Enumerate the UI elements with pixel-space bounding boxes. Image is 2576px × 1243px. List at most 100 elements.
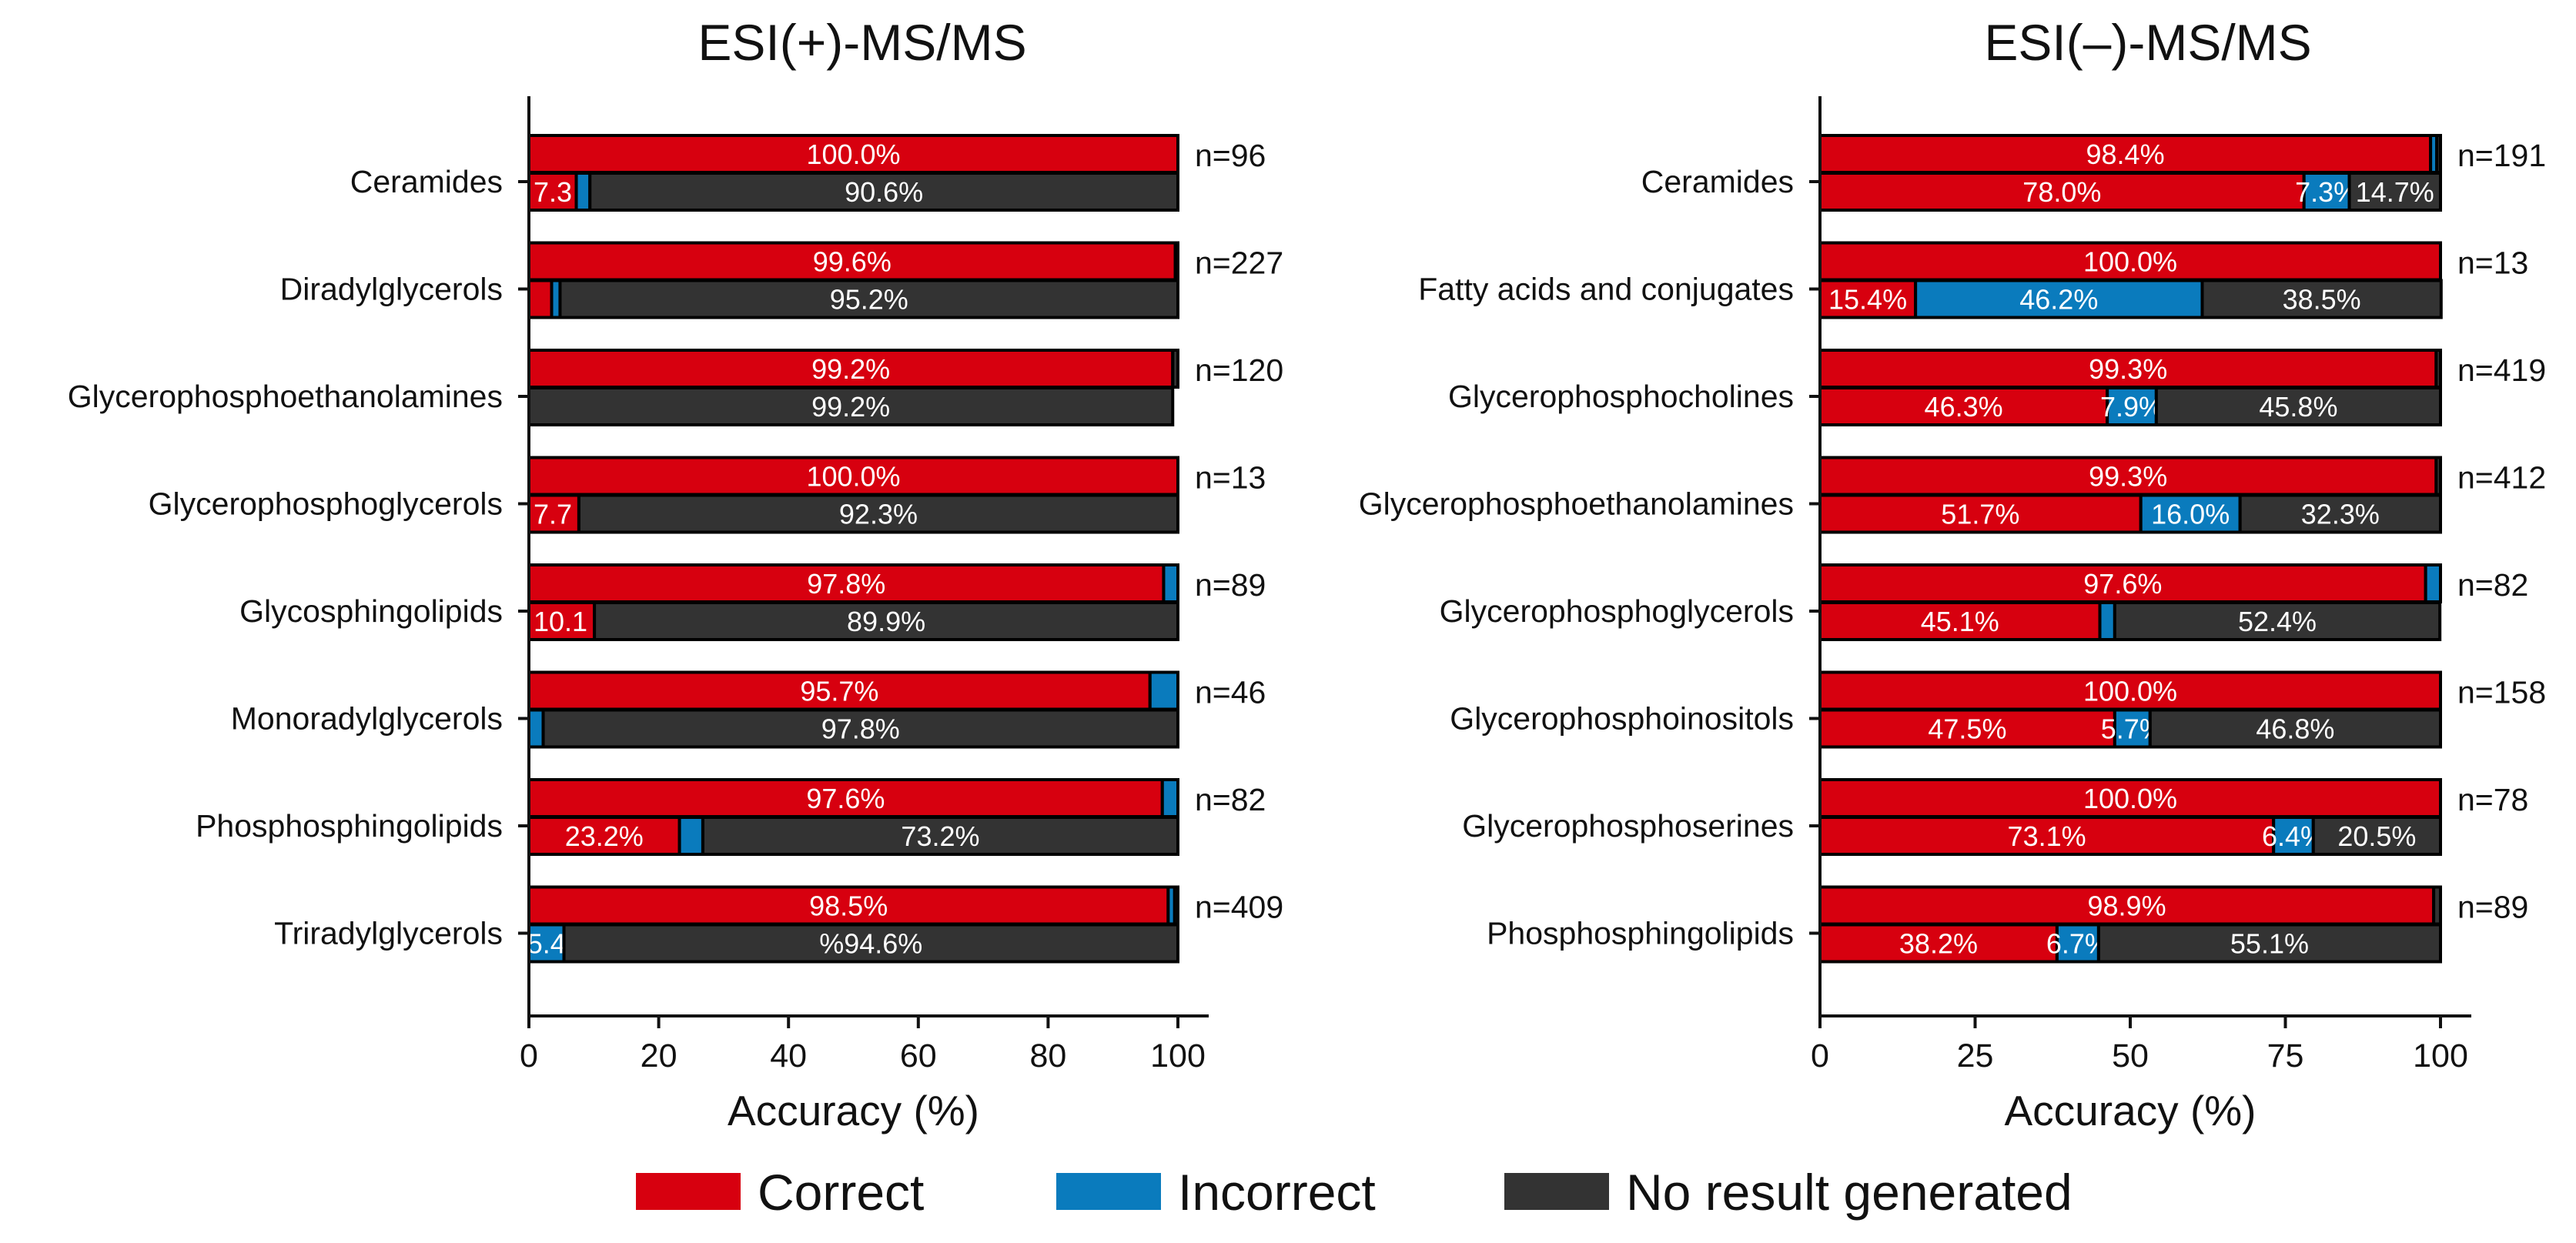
bar-segment-incorrect bbox=[2272, 816, 2315, 856]
category-label: Ceramides bbox=[1641, 164, 1794, 199]
data-label: 97.6% bbox=[806, 783, 885, 814]
data-label: 97.8% bbox=[821, 713, 900, 745]
data-label: 46.2% bbox=[2019, 284, 2098, 316]
bar-segment-correct bbox=[527, 670, 1152, 711]
panel-title: ESI(–)-MS/MS bbox=[1984, 14, 2311, 71]
bar-segment-incorrect bbox=[1148, 670, 1179, 711]
bar-group: 99.6% 95.2% bbox=[527, 241, 1180, 319]
sample-size-label: n=13 bbox=[2457, 246, 2528, 281]
data-label: 45.8% bbox=[2259, 391, 2337, 423]
x-tick-label: 0 bbox=[1811, 1038, 1829, 1074]
x-tick-label: 40 bbox=[770, 1038, 807, 1074]
bar-segment-correct bbox=[1818, 885, 2436, 926]
data-label: 46.3% bbox=[1925, 391, 2003, 423]
category-label: Ceramides bbox=[350, 164, 503, 199]
data-label: 92.3% bbox=[839, 499, 918, 530]
bar-group: 97.8%10.1%89.9% bbox=[527, 563, 1179, 641]
panel-title: ESI(+)-MS/MS bbox=[698, 14, 1026, 71]
bar-segment-none bbox=[2347, 172, 2443, 212]
sample-size-label: n=412 bbox=[2457, 460, 2546, 496]
bar-segment-correct bbox=[527, 279, 554, 319]
sample-size-label: n=191 bbox=[2457, 138, 2546, 173]
legend-swatch-none bbox=[1504, 1173, 1609, 1210]
bar-segment-correct bbox=[1818, 241, 2442, 282]
chart-panel-2: ESI(–)-MS/MS 98.4% 78.0% 7.3%14.7% Ceramides… bbox=[1359, 14, 2546, 1134]
category-label: Diradylglycerols bbox=[280, 272, 503, 307]
data-label: 20.5% bbox=[2337, 820, 2416, 852]
data-label: 100.0% bbox=[2083, 783, 2177, 814]
category-label: Glycerophosphoethanolamines bbox=[68, 379, 503, 414]
bar-segment-none bbox=[2200, 279, 2443, 319]
bar-group: 97.6% 45.1% 52.4% bbox=[1818, 563, 2443, 641]
bar-segment-incorrect bbox=[1162, 563, 1179, 603]
sample-size-label: n=82 bbox=[2457, 567, 2528, 603]
data-label: 73.2% bbox=[901, 820, 979, 852]
bar-segment-none bbox=[2148, 708, 2442, 749]
data-label: 7.7 bbox=[534, 499, 572, 530]
bar-segment-correct bbox=[527, 172, 578, 212]
data-label: 99.3% bbox=[2089, 461, 2167, 493]
bar-segment-incorrect bbox=[2139, 493, 2242, 534]
x-tick-label: 100 bbox=[2413, 1038, 2468, 1074]
data-label: 100.0% bbox=[806, 461, 900, 493]
data-label: 14.7% bbox=[2356, 176, 2434, 208]
sample-size-label: n=89 bbox=[2457, 890, 2528, 925]
bar-segment-none bbox=[1171, 349, 1179, 389]
bar-segment-incorrect bbox=[2055, 923, 2100, 964]
data-label: 7.9% bbox=[2100, 391, 2163, 423]
bar-segment-correct bbox=[527, 601, 597, 641]
x-tick-label: 80 bbox=[1029, 1038, 1066, 1074]
data-label: 32.3% bbox=[2301, 499, 2380, 530]
legend-label-none: No result generated bbox=[1626, 1164, 2073, 1221]
bar-segment-correct bbox=[1818, 923, 2059, 964]
category-label: Fatty acids and conjugates bbox=[1418, 272, 1794, 307]
category-label: Glycerophosphoserines bbox=[1462, 808, 1794, 844]
x-tick-label: 50 bbox=[2112, 1038, 2149, 1074]
legend-label-incorrect: Incorrect bbox=[1178, 1164, 1376, 1221]
data-label: 23.2% bbox=[565, 820, 644, 852]
data-label: 5.4 bbox=[527, 928, 566, 960]
bar-segment-none bbox=[527, 386, 1175, 426]
sample-size-label: n=82 bbox=[1195, 782, 1266, 817]
x-tick-label: 100 bbox=[1150, 1038, 1206, 1074]
bar-group: 100.0%47.5% 5.7% 46.8% bbox=[1818, 670, 2442, 749]
bar-group: 98.9%38.2% 6.7% 55.1% bbox=[1818, 885, 2443, 964]
bar-segment-none bbox=[588, 172, 1179, 212]
bar-group: 100.0%7.7%92.3% bbox=[527, 456, 1179, 534]
data-label: 46.8% bbox=[2256, 713, 2334, 745]
data-label: 99.6% bbox=[813, 246, 892, 278]
category-label: Glycerophosphocholines bbox=[1448, 379, 1794, 414]
bar-group: 99.3% 46.3% 7.9% 45.8% bbox=[1818, 349, 2443, 426]
x-axis-title: Accuracy (%) bbox=[2005, 1087, 2257, 1134]
data-label: 95.2% bbox=[830, 284, 908, 316]
data-label: 95.7% bbox=[800, 676, 878, 707]
sample-size-label: n=227 bbox=[1195, 246, 1283, 281]
bar-group: 100.0%73.1% 6.4% 20.5% bbox=[1818, 778, 2443, 856]
x-tick-label: 20 bbox=[641, 1038, 677, 1074]
legend-swatch-correct bbox=[636, 1173, 741, 1210]
bar-segment-none bbox=[2435, 134, 2443, 174]
data-label: 78.0% bbox=[2022, 176, 2101, 208]
data-label: 97.8% bbox=[807, 568, 885, 600]
sample-size-label: n=419 bbox=[2457, 353, 2546, 388]
data-label: 100.0% bbox=[806, 139, 900, 170]
bar-segment-incorrect bbox=[527, 923, 566, 964]
bar-group: 95.7% 97.8% bbox=[527, 670, 1179, 749]
bar-segment-correct bbox=[527, 778, 1164, 818]
data-label: %94.6% bbox=[819, 928, 922, 960]
data-label: 99.2% bbox=[811, 391, 890, 423]
bar-segment-none bbox=[558, 279, 1179, 319]
bar-segment-none bbox=[2154, 386, 2443, 426]
data-label: 97.6% bbox=[2083, 568, 2162, 600]
x-axis-title: Accuracy (%) bbox=[728, 1087, 979, 1134]
chart-panel-1: ESI(+)-MS/MS100.0%7.3%90.6%Ceramidesn=96… bbox=[68, 14, 1283, 1134]
data-label: 7.3% bbox=[2295, 176, 2358, 208]
data-label: 16.0% bbox=[2151, 499, 2230, 530]
sample-size-label: n=96 bbox=[1195, 138, 1266, 173]
bar-segment-incorrect bbox=[2302, 172, 2351, 212]
data-label: 98.9% bbox=[2088, 890, 2166, 922]
bar-segment-incorrect bbox=[677, 816, 704, 856]
category-label: Phosphosphingolipids bbox=[196, 808, 503, 844]
category-label: Glycosphingolipids bbox=[239, 593, 503, 629]
